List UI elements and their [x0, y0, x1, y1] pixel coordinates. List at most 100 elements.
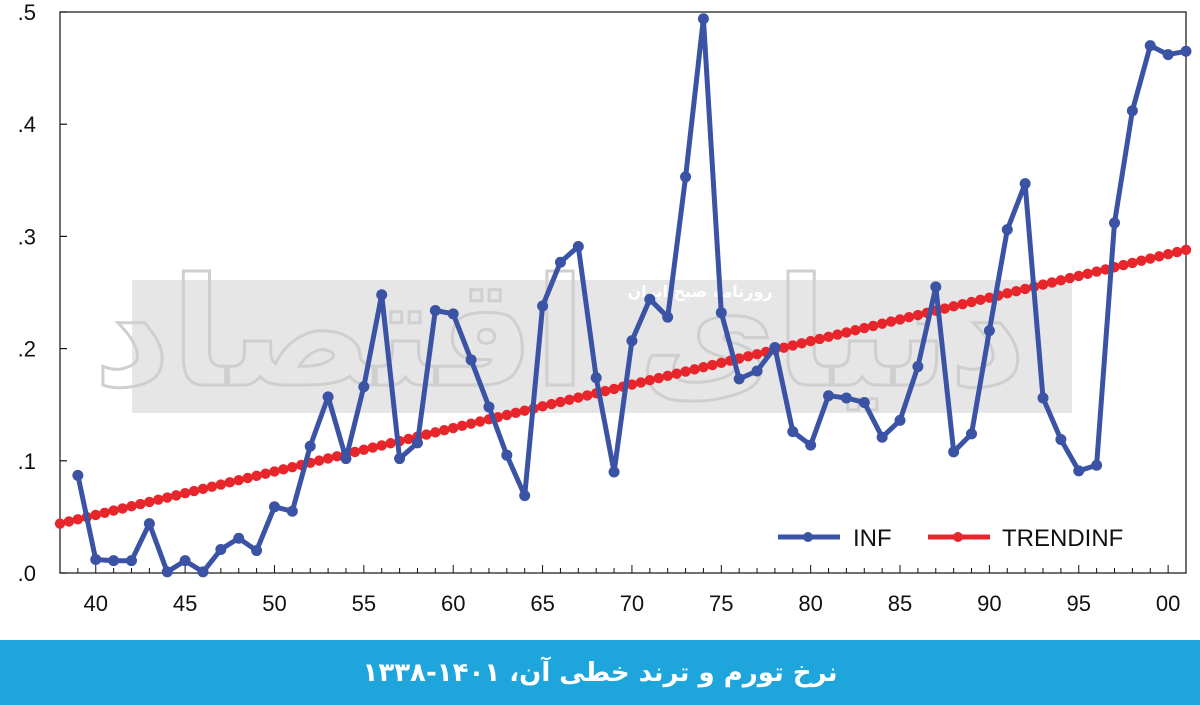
- inf-point: [72, 469, 84, 481]
- y-tick-label: .3: [18, 224, 36, 249]
- x-tick-label: 60: [441, 591, 465, 616]
- trendinf-point: [599, 385, 611, 397]
- trendinf-point: [894, 314, 906, 325]
- x-tick-label: 00: [1156, 591, 1180, 616]
- trendinf-point: [805, 335, 816, 347]
- inf-point: [751, 365, 763, 377]
- trendinf-point: [859, 322, 870, 334]
- trendinf-point: [403, 433, 414, 445]
- trendinf-point: [832, 329, 843, 340]
- trendinf-point: [322, 453, 334, 464]
- x-tick-label: 75: [709, 591, 733, 616]
- trendinf-point: [1037, 279, 1049, 290]
- x-tick-label: 90: [977, 591, 1001, 616]
- inf-point: [769, 341, 781, 353]
- trendinf-point: [671, 368, 682, 379]
- legend: INF TRENDINF: [778, 525, 1123, 552]
- trendinf-point: [135, 498, 146, 510]
- x-tick-label: 45: [173, 591, 197, 616]
- inf-point: [537, 300, 549, 312]
- trendinf-point: [421, 429, 432, 440]
- trendinf-point: [653, 372, 664, 384]
- inf-point: [465, 354, 477, 366]
- trendinf-point: [1082, 268, 1093, 279]
- trendinf-point: [474, 416, 486, 427]
- trendinf-series: [54, 244, 1192, 529]
- trendinf-point: [814, 333, 825, 345]
- inf-point: [394, 453, 406, 465]
- inf-point: [1180, 45, 1192, 57]
- trendinf-point: [555, 396, 566, 408]
- trendinf-point: [1100, 264, 1111, 275]
- inf-point: [108, 555, 120, 567]
- inf-point: [251, 545, 263, 557]
- inf-point: [966, 428, 978, 440]
- trendinf-point: [206, 481, 218, 492]
- x-tick-label: 70: [620, 591, 644, 616]
- y-axis: .0 .1 .2 .3 .4 .5: [18, 0, 67, 586]
- inf-point: [662, 311, 674, 323]
- x-tick-label: 95: [1067, 591, 1091, 616]
- trendinf-point: [108, 505, 119, 516]
- inf-point: [1109, 217, 1121, 229]
- trendinf-point: [751, 348, 763, 360]
- trendinf-point: [903, 312, 915, 323]
- inf-point: [215, 543, 227, 555]
- inf-point: [1073, 465, 1085, 477]
- inf-point: [733, 373, 745, 385]
- chart-caption: نرخ تورم و ترند خطی آن، ۱۴۰۱-۱۳۳۸: [362, 657, 838, 688]
- trendinf-point: [546, 398, 557, 410]
- inf-point: [179, 555, 191, 567]
- trendinf-point: [1046, 277, 1058, 288]
- inf-point: [840, 392, 852, 404]
- trendinf-point: [162, 492, 173, 503]
- inf-point: [268, 501, 280, 513]
- inf-point: [1091, 459, 1103, 471]
- y-tick-label: .5: [18, 0, 36, 25]
- trendinf-point: [876, 318, 888, 329]
- trendinf-point: [448, 422, 459, 434]
- x-tick-label: 85: [888, 591, 912, 616]
- trendinf-point: [635, 377, 647, 388]
- inf-point: [680, 171, 692, 183]
- inf-point: [1126, 105, 1138, 117]
- inf-point: [644, 293, 656, 305]
- inf-point: [304, 440, 316, 452]
- trendinf-point: [957, 298, 968, 310]
- trendinf-point: [358, 444, 370, 455]
- trendinf-point: [966, 296, 977, 308]
- trendinf-point: [63, 516, 75, 527]
- trendinf-point: [1145, 253, 1156, 264]
- y-tick-label: .2: [18, 337, 36, 362]
- trendinf-point: [841, 327, 852, 338]
- trendinf-point: [1171, 246, 1183, 258]
- y-tick-label: .0: [18, 561, 36, 586]
- x-tick-label: 40: [84, 591, 108, 616]
- inf-point: [608, 466, 620, 478]
- trendinf-point: [912, 309, 924, 321]
- inf-point: [429, 304, 441, 316]
- trendinf-point: [1064, 272, 1076, 284]
- trendinf-point: [510, 407, 521, 419]
- inf-point: [876, 431, 888, 443]
- x-tick-label: 50: [262, 591, 286, 616]
- line-chart: دنیای اقتصاد روزنامه صبح ایران .0 .1 .2 .3.…: [18, 0, 1192, 616]
- inf-point: [233, 532, 245, 544]
- inf-point: [161, 566, 173, 578]
- inf-point: [519, 490, 531, 502]
- trendinf-point: [1073, 270, 1084, 282]
- trendinf-point: [823, 331, 834, 342]
- trendinf-point: [179, 488, 191, 499]
- trendinf-point: [707, 359, 718, 371]
- trendinf-point: [1153, 251, 1165, 262]
- trendinf-point: [644, 375, 656, 386]
- trendinf-point: [626, 379, 638, 390]
- inf-point: [894, 414, 906, 426]
- trendinf-point: [376, 440, 387, 451]
- trendinf-point: [90, 509, 101, 521]
- x-tick-label: 65: [530, 591, 554, 616]
- inf-point: [858, 396, 870, 408]
- inf-point: [1001, 224, 1013, 236]
- trendinf-point: [153, 494, 164, 505]
- trendinf-point: [278, 464, 289, 475]
